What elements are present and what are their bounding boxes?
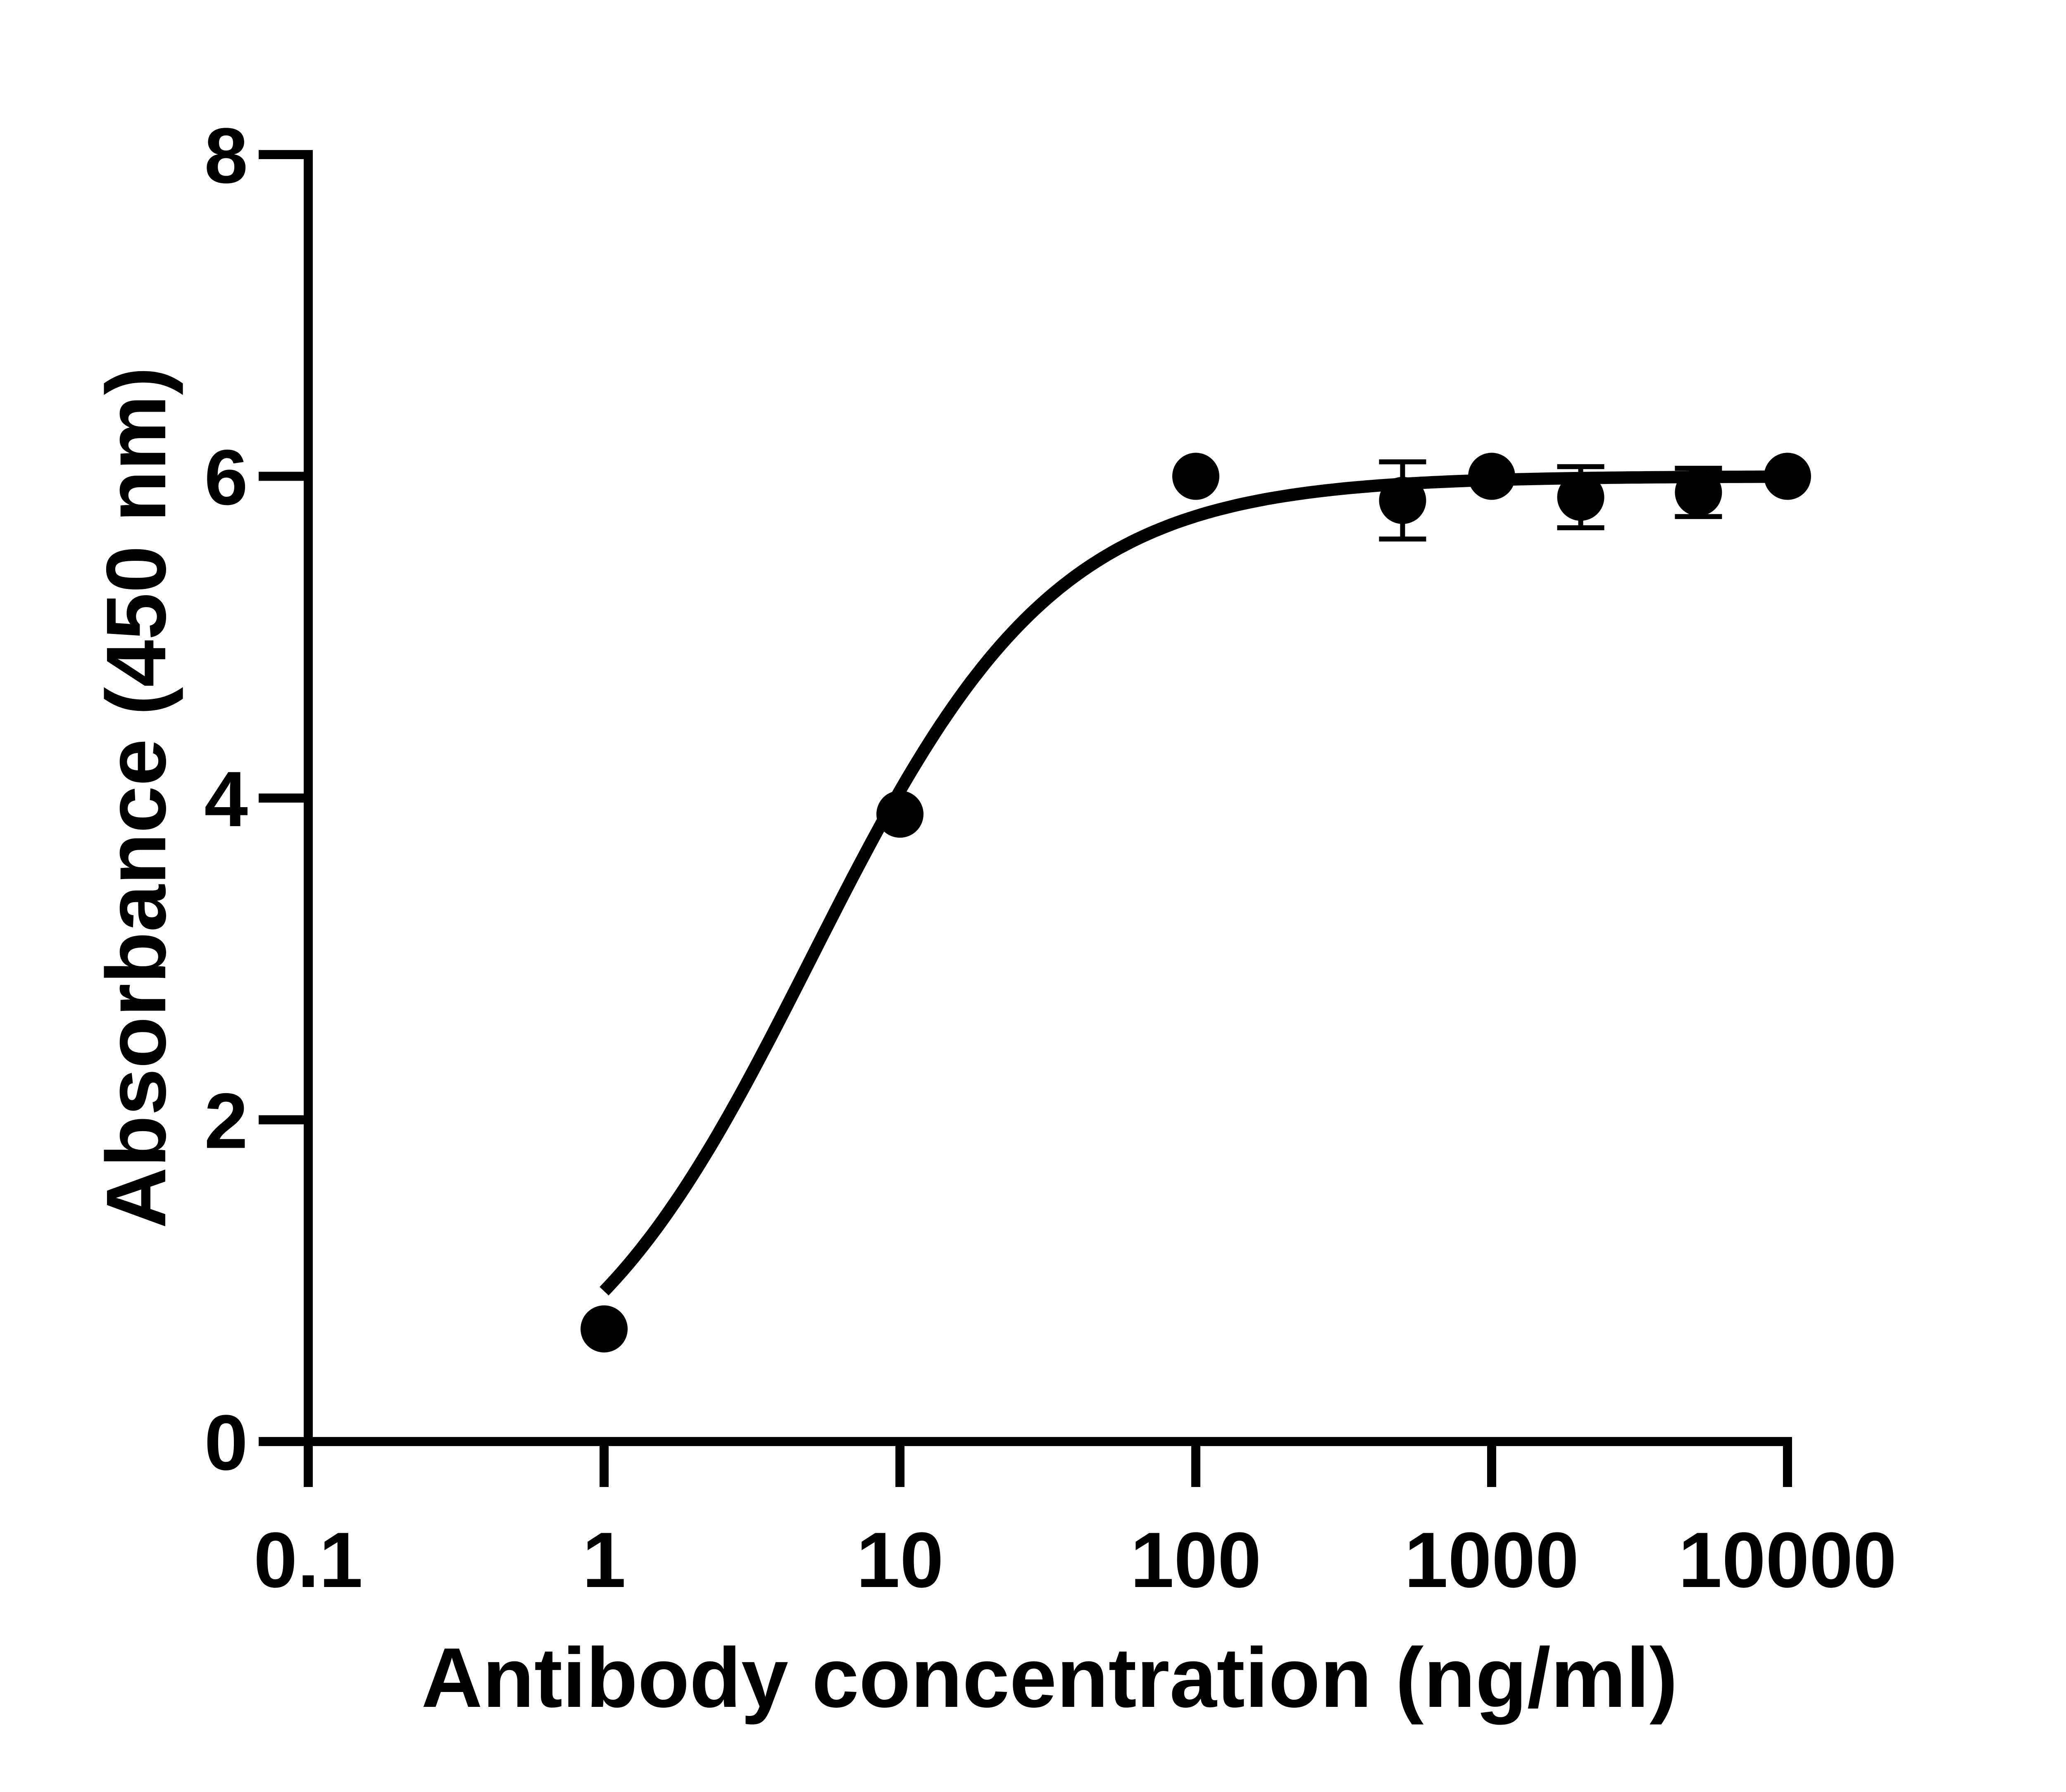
x-tick-label: 1000 [1404,1516,1579,1604]
x-tick-label: 1 [582,1516,626,1604]
y-tick-label: 0 [204,1399,248,1487]
data-point [1172,453,1219,500]
y-tick-label: 4 [204,755,248,843]
y-tick-label: 2 [204,1077,248,1165]
x-tick-label: 100 [1130,1516,1261,1604]
data-point [1764,453,1811,500]
x-tick-label: 10 [856,1516,943,1604]
data-point [1379,477,1426,524]
x-axis-title: Antibody concentration (ng/ml) [421,1630,1678,1725]
data-point [1675,469,1722,516]
data-point [876,790,924,838]
y-tick-label: 6 [204,434,248,522]
y-tick-label: 8 [204,112,248,200]
x-tick-label: 0.1 [254,1516,363,1604]
data-point [1557,474,1604,521]
data-point [581,1305,628,1353]
axes [259,150,1792,1487]
x-tick-label: 10000 [1678,1516,1897,1604]
y-axis-title: Absorbance (450 nm) [89,367,183,1229]
fit-line [600,470,1788,1296]
data-point [1468,453,1515,500]
fit-curve [600,470,1788,1296]
x-tick-labels: 0.1 1 10 100 1000 10000 [254,1516,1897,1604]
data-points [581,453,1811,1353]
y-tick-labels: 0 2 4 6 8 [204,112,248,1487]
